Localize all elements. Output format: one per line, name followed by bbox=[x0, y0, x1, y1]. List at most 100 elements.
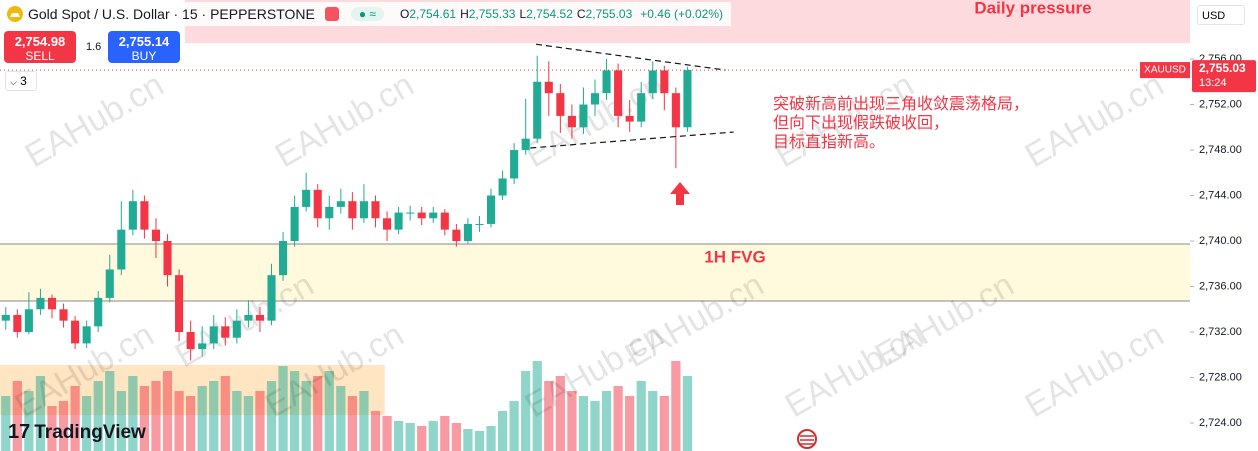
candle-body bbox=[290, 206, 299, 242]
indicators-count: 3 bbox=[20, 74, 27, 88]
volume-bar bbox=[671, 361, 681, 451]
volume-bar bbox=[255, 391, 265, 451]
market-status[interactable] bbox=[324, 7, 339, 21]
candle-body bbox=[24, 309, 33, 333]
ohlc-label: O bbox=[400, 7, 410, 21]
note: 突破新高前出现三角收敛震荡格局， bbox=[773, 95, 1029, 113]
candle-body bbox=[244, 314, 253, 321]
sell-label: SELL bbox=[25, 49, 55, 63]
ohlc-value: 2,755.03 bbox=[585, 7, 633, 21]
candle-body bbox=[382, 218, 392, 230]
volume-bar bbox=[47, 406, 57, 451]
candle-body bbox=[510, 150, 519, 179]
volume-bar bbox=[186, 396, 196, 451]
candle-body bbox=[486, 195, 496, 224]
sell-button[interactable]: 2,754.98 SELL bbox=[4, 31, 76, 63]
candle-body bbox=[221, 326, 230, 338]
indicators-toggle[interactable]: ⌵ 3 bbox=[5, 71, 37, 91]
volume-bar bbox=[682, 376, 693, 451]
note: 目标直指新高。 bbox=[773, 133, 885, 151]
y-tick-label: 2,752.00 bbox=[1199, 98, 1242, 110]
candle-body bbox=[452, 229, 461, 242]
brand: 17 TradingView bbox=[8, 421, 146, 443]
candle-body bbox=[313, 189, 322, 219]
volume-bar bbox=[567, 391, 577, 451]
volume-bar bbox=[451, 423, 461, 451]
volume-bar bbox=[162, 371, 173, 451]
ohlc: O2,754.61 H2,755.33 L2,754.52 C2,755.03 bbox=[400, 7, 636, 21]
y-tick-label: 2,724.00 bbox=[1199, 417, 1242, 429]
candle-body bbox=[279, 241, 288, 276]
volume-bar bbox=[555, 376, 565, 451]
candle-body bbox=[567, 115, 576, 128]
countdown: 13:24 bbox=[1199, 77, 1227, 89]
ohlc-value: 2,754.52 bbox=[526, 7, 573, 21]
volume-bar bbox=[35, 376, 46, 451]
candle-body bbox=[602, 70, 611, 94]
indicator-toggle[interactable]: ● ≈ bbox=[350, 7, 385, 21]
candle-body bbox=[429, 212, 438, 219]
candle-body bbox=[47, 297, 57, 310]
volume-bar bbox=[128, 376, 138, 451]
volume-bar bbox=[209, 381, 219, 451]
volume-bar bbox=[24, 391, 34, 451]
volume-bar bbox=[497, 411, 508, 451]
candle-body bbox=[394, 212, 403, 230]
volume-bar bbox=[1, 396, 11, 451]
candle-body bbox=[267, 275, 276, 321]
candle-body bbox=[1, 314, 10, 321]
volume-bar bbox=[405, 423, 415, 451]
candle-body bbox=[625, 115, 634, 122]
brand-name: TradingView bbox=[34, 421, 146, 443]
candle-body bbox=[533, 81, 542, 139]
symbol-title[interactable]: Gold Spot / U.S. Dollar · 15 · PEPPERSTO… bbox=[28, 6, 315, 22]
arrow bbox=[670, 182, 690, 205]
volume-bar bbox=[393, 421, 404, 451]
candle-body bbox=[325, 206, 334, 219]
volume-bar bbox=[590, 401, 600, 451]
candle-body bbox=[544, 81, 553, 94]
buy-button[interactable]: 2,755.14 BUY bbox=[108, 31, 180, 63]
watermark: EAHub.cn bbox=[1019, 66, 1171, 175]
volume-bar bbox=[82, 396, 92, 451]
ohlc-value: 2,755.33 bbox=[468, 7, 516, 21]
candle-body bbox=[348, 201, 357, 219]
ohlc-value: 2,754.61 bbox=[409, 7, 457, 21]
volume-bar bbox=[474, 431, 485, 451]
volume-bar bbox=[370, 411, 381, 451]
trendline bbox=[535, 43, 726, 71]
volume-bar bbox=[139, 386, 150, 451]
volume-bar bbox=[93, 381, 103, 451]
candle-body bbox=[359, 201, 368, 219]
candle-body bbox=[59, 309, 68, 321]
buy-label: BUY bbox=[131, 49, 157, 63]
zone-label: Daily pressure bbox=[974, 0, 1091, 17]
price-tag-label: 2,755.03 bbox=[1199, 61, 1246, 75]
watermark: EAHub.cn bbox=[1019, 316, 1171, 425]
candle-body bbox=[232, 320, 241, 338]
volume-bar bbox=[243, 396, 254, 451]
volume-bar bbox=[428, 421, 438, 451]
candle-body bbox=[175, 275, 184, 333]
candle-body bbox=[637, 93, 646, 122]
volume-bar bbox=[509, 401, 519, 451]
candle-body bbox=[406, 212, 415, 214]
volume-bar bbox=[151, 381, 161, 451]
volume-bar bbox=[220, 376, 230, 451]
ohlc-label: H bbox=[460, 7, 469, 21]
symbol-icon bbox=[7, 6, 23, 22]
candle-body bbox=[336, 201, 345, 207]
volume-bar bbox=[636, 381, 646, 451]
candle-body bbox=[556, 93, 565, 116]
y-tick-label: 2,744.00 bbox=[1199, 189, 1242, 201]
currency-select[interactable]: USD bbox=[1197, 5, 1245, 25]
volume-bar bbox=[382, 416, 392, 451]
candle-body bbox=[82, 326, 91, 344]
candle-body bbox=[683, 70, 692, 128]
change: +0.46 (+0.02%) bbox=[640, 7, 723, 21]
candle-body bbox=[302, 189, 311, 207]
y-tick-label: 2,740.00 bbox=[1199, 235, 1242, 247]
candle-body bbox=[105, 269, 114, 298]
ohlc-label: C bbox=[576, 7, 586, 21]
